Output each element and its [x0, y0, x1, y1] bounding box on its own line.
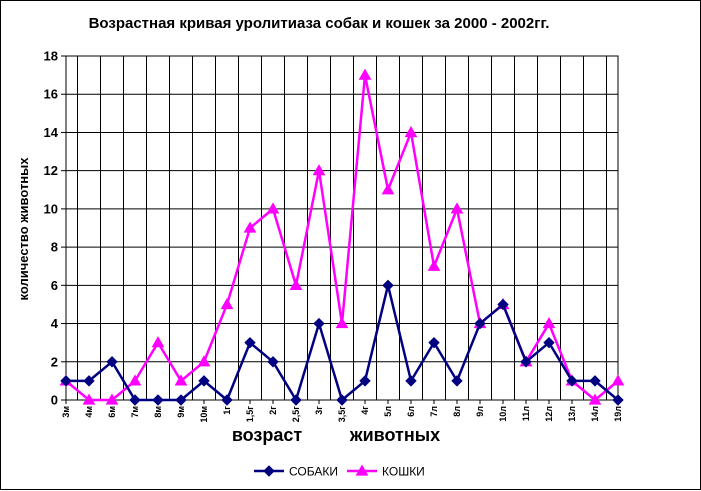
y-tick-label: 14	[44, 125, 59, 140]
data-point-dogs	[267, 356, 279, 368]
x-tick-label: 11л	[521, 406, 531, 422]
data-point-cats	[450, 202, 464, 214]
x-tick-label: 19л	[613, 406, 623, 422]
y-tick-label: 18	[44, 49, 58, 64]
x-tick-label: 8л	[452, 406, 462, 417]
y-axis-title: количество животных	[16, 157, 31, 301]
x-tick-label: 13л	[567, 406, 577, 422]
data-point-dogs	[175, 394, 187, 406]
data-point-cats	[358, 68, 372, 80]
data-point-dogs	[451, 375, 463, 387]
x-tick-label: 8м	[153, 406, 163, 418]
plot-area: 0 2 4 6 8 10 12 14 16 18 3м 4м 6м 7м 8м 9м 10м 1г 1,5г 2г 2,…	[44, 49, 625, 423]
data-point-dogs	[198, 375, 210, 387]
data-point-dogs	[313, 317, 325, 330]
y-tick-label: 4	[51, 316, 59, 331]
x-tick-label: 2,5г	[291, 406, 301, 423]
data-point-cats	[588, 393, 602, 405]
y-tick-label: 16	[44, 87, 58, 102]
x-tick-label: 3г	[314, 406, 324, 415]
data-point-cats	[381, 183, 395, 195]
x-tick-label: 3,5г	[337, 406, 347, 423]
x-tick-label: 10м	[199, 406, 209, 423]
data-point-dogs	[520, 356, 532, 368]
y-tick-label: 10	[44, 201, 58, 216]
legend: СОБАКИ КОШКИ	[254, 464, 425, 479]
x-tick-label: 6л	[406, 406, 416, 417]
x-tick-label: 1г	[222, 406, 232, 415]
data-point-cats	[266, 202, 280, 214]
x-tick-label: 14л	[590, 406, 600, 422]
data-point-cats	[243, 221, 257, 233]
x-axis-title-part-2: животных	[349, 425, 440, 445]
data-point-dogs	[589, 375, 601, 387]
y-tick-label: 6	[51, 278, 58, 293]
data-point-dogs	[359, 375, 371, 387]
y-tick-label: 2	[51, 354, 58, 369]
x-tick-label: 9м	[176, 406, 186, 418]
x-tick-label: 12л	[544, 406, 554, 422]
data-point-cats	[289, 278, 303, 290]
x-tick-label: 6м	[107, 406, 117, 418]
data-point-dogs	[152, 394, 164, 406]
y-tick-label: 0	[51, 393, 58, 408]
data-point-cats	[427, 259, 441, 271]
chart-title: Возрастная кривая уролитиаза собак и кош…	[89, 15, 550, 32]
x-tick-label: 5л	[383, 406, 393, 417]
x-tick-label: 4г	[360, 406, 370, 415]
data-point-dogs	[60, 375, 72, 387]
data-point-cats	[542, 317, 556, 329]
data-point-dogs	[428, 336, 440, 349]
data-point-cats	[220, 297, 234, 310]
data-point-cats	[404, 125, 418, 138]
x-axis-title-part-1: возраст	[232, 425, 303, 445]
data-point-cats	[128, 374, 142, 386]
data-point-dogs	[290, 394, 302, 406]
y-tick-label: 12	[44, 163, 58, 178]
data-point-dogs	[566, 375, 578, 387]
x-tick-label: 4м	[84, 406, 94, 418]
data-point-cats	[312, 164, 326, 176]
data-point-dogs	[129, 394, 141, 406]
data-point-cats	[611, 374, 625, 386]
x-tick-label: 9л	[475, 406, 485, 417]
data-point-cats	[151, 336, 165, 348]
data-point-dogs	[474, 317, 486, 330]
data-point-dogs	[405, 375, 417, 387]
data-point-dogs	[244, 336, 256, 349]
data-point-dogs	[221, 394, 233, 406]
x-tick-label: 3м	[61, 406, 71, 418]
legend-marker	[355, 464, 369, 476]
data-point-dogs	[336, 394, 348, 406]
legend-label: КОШКИ	[382, 465, 425, 479]
x-tick-label: 7м	[130, 406, 140, 418]
data-point-cats	[82, 393, 96, 405]
data-point-dogs	[497, 298, 509, 311]
x-tick-label: 1,5г	[245, 406, 255, 423]
x-tick-label: 7л	[429, 406, 439, 417]
legend-marker	[263, 465, 275, 477]
x-tick-label: 10л	[498, 406, 508, 422]
legend-label: СОБАКИ	[289, 465, 338, 479]
data-point-cats	[105, 393, 119, 405]
data-point-dogs	[83, 375, 95, 387]
data-point-dogs	[543, 336, 555, 349]
data-point-dogs	[106, 356, 118, 368]
x-tick-label: 2г	[268, 406, 278, 415]
data-point-dogs	[382, 279, 394, 292]
data-point-cats	[335, 317, 349, 329]
data-point-dogs	[612, 394, 624, 406]
data-point-cats	[174, 374, 188, 386]
data-point-cats	[197, 355, 211, 367]
y-tick-label: 8	[51, 240, 58, 255]
